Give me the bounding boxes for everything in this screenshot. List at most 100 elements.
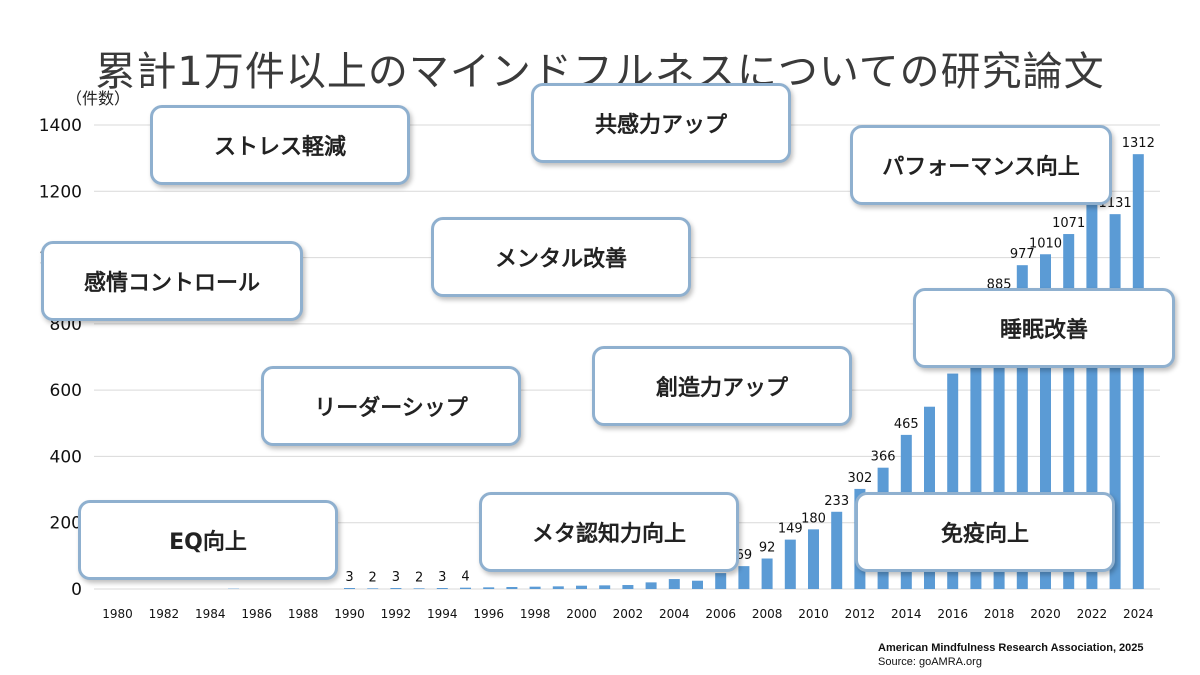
x-tick-label: 2010 [798, 607, 829, 621]
bar [413, 588, 425, 589]
benefit-box-mental: メンタル改善 [431, 217, 691, 297]
credit-organization: American Mindfulness Research Associatio… [878, 642, 1144, 654]
bar [1109, 214, 1121, 589]
bar [993, 295, 1005, 589]
bar [692, 580, 703, 589]
y-tick-label: 0 [71, 580, 82, 600]
data-label: 977 [1010, 247, 1035, 262]
benefit-box-stress: ストレス軽減 [150, 105, 410, 185]
bar [738, 566, 750, 589]
data-label: 92 [759, 541, 776, 556]
bar [1063, 234, 1075, 590]
bars [228, 154, 1144, 590]
x-tick-label: 2016 [937, 607, 968, 621]
bar [483, 587, 495, 589]
bar [506, 587, 518, 589]
benefit-box-metacognition: メタ認知力向上 [479, 492, 739, 572]
benefit-label: 睡眠改善 [999, 318, 1088, 343]
benefit-label: メンタル改善 [494, 247, 627, 272]
benefit-box-leadership: リーダーシップ [261, 366, 521, 446]
x-tick-label: 2006 [705, 607, 736, 621]
data-label: 1010 [1029, 236, 1062, 251]
x-tick-label: 1988 [288, 607, 319, 621]
x-tick-label: 1996 [473, 607, 504, 621]
data-label: 1312 [1122, 136, 1155, 151]
x-tick-label: 1992 [381, 607, 412, 621]
x-tick-label: 2018 [984, 607, 1015, 621]
benefit-label: EQ向上 [169, 530, 247, 555]
y-axis-label: （件数） [66, 89, 130, 108]
y-tick-label: 1400 [39, 116, 82, 136]
x-tick-label: 2012 [845, 607, 876, 621]
benefit-label: 免疫向上 [940, 522, 1029, 547]
bar [947, 373, 959, 589]
bar [645, 582, 657, 589]
bar [808, 529, 819, 589]
benefit-label: ストレス軽減 [213, 135, 346, 160]
bar [831, 511, 843, 589]
bar [1016, 265, 1028, 589]
y-axis-ticks: 0200400600800100012001400 [39, 116, 82, 600]
x-tick-label: 1980 [102, 607, 133, 621]
bar [344, 588, 355, 589]
bar [1086, 197, 1098, 589]
bar [668, 579, 680, 589]
source-credit: American Mindfulness Research Associatio… [878, 641, 1144, 669]
bar [599, 585, 611, 589]
bar [436, 588, 448, 589]
data-label: 4 [461, 570, 469, 585]
data-label: 3 [392, 570, 400, 585]
bar [390, 588, 402, 589]
credit-source: Source: goAMRA.org [878, 656, 982, 668]
bar [1132, 154, 1144, 589]
data-label: 180 [801, 511, 826, 526]
x-axis-ticks: 1980 1982 1984 1986 1988 1990 1992 1994 1996 1998… [102, 607, 1153, 621]
benefit-box-empathy: 共感力アップ [531, 83, 791, 163]
bar [367, 588, 379, 589]
y-tick-label: 200 [50, 514, 82, 534]
data-label: 3 [438, 570, 446, 585]
data-label: 149 [778, 522, 803, 537]
x-tick-label: 2002 [613, 607, 644, 621]
x-tick-label: 2004 [659, 607, 690, 621]
data-label: 2 [415, 570, 423, 585]
bar [1040, 254, 1051, 589]
benefit-label: 共感力アップ [594, 113, 727, 138]
benefit-label: リーダーシップ [314, 396, 468, 421]
x-tick-label: 2022 [1077, 607, 1108, 621]
x-tick-label: 1986 [241, 607, 272, 621]
benefit-box-eq: EQ向上 [78, 500, 338, 580]
x-tick-label: 2014 [891, 607, 922, 621]
data-label: 3 [345, 570, 353, 585]
benefit-box-immunity: 免疫向上 [855, 492, 1115, 572]
bar [784, 539, 796, 589]
benefit-label: パフォーマンス向上 [882, 155, 1080, 180]
data-label: 366 [871, 450, 896, 465]
bar [576, 585, 587, 589]
x-tick-label: 1994 [427, 607, 458, 621]
x-tick-label: 1984 [195, 607, 226, 621]
bar [970, 340, 982, 589]
data-label: 69 [736, 548, 753, 563]
y-tick-label: 1200 [39, 182, 82, 202]
bar [460, 587, 471, 589]
data-label: 233 [824, 494, 849, 509]
bar [761, 558, 773, 589]
data-label: 465 [894, 417, 919, 432]
bar [622, 585, 634, 589]
data-label: 1071 [1052, 216, 1085, 231]
benefit-label: メタ認知力向上 [531, 522, 686, 547]
y-tick-label: 600 [50, 381, 82, 401]
x-tick-label: 1982 [149, 607, 180, 621]
x-tick-label: 2020 [1030, 607, 1061, 621]
benefit-box-creativity: 創造力アップ [592, 346, 852, 426]
benefit-box-performance: パフォーマンス向上 [850, 125, 1112, 205]
x-tick-label: 2008 [752, 607, 783, 621]
data-labels: 3 2 3 2 3 46992149180233302366465885977101010… [345, 136, 1154, 585]
bar [715, 573, 727, 589]
x-tick-label: 1990 [334, 607, 365, 621]
benefit-box-emotion: 感情コントロール [41, 241, 303, 321]
bar [529, 586, 541, 589]
benefit-label: 感情コントロール [83, 271, 260, 296]
